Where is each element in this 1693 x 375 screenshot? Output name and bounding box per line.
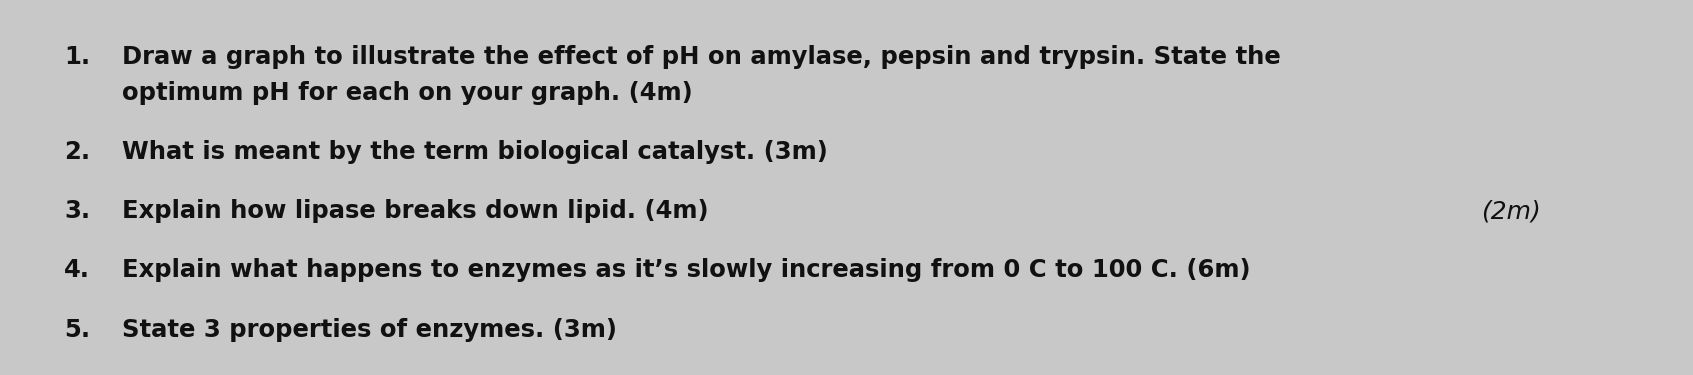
Text: 2.: 2. bbox=[64, 140, 90, 164]
Text: (2m): (2m) bbox=[1481, 199, 1541, 223]
Text: State 3 properties of enzymes. (3m): State 3 properties of enzymes. (3m) bbox=[122, 318, 616, 342]
Text: What is meant by the term biological catalyst. (3m): What is meant by the term biological cat… bbox=[122, 140, 828, 164]
Text: 3.: 3. bbox=[64, 199, 90, 223]
Text: 1.: 1. bbox=[64, 45, 90, 69]
Text: Explain how lipase breaks down lipid. (4m): Explain how lipase breaks down lipid. (4… bbox=[122, 199, 709, 223]
Text: Draw a graph to illustrate the effect of pH on amylase, pepsin and trypsin. Stat: Draw a graph to illustrate the effect of… bbox=[122, 45, 1280, 69]
Text: Explain what happens to enzymes as it’s slowly increasing from 0 C to 100 C. (6m: Explain what happens to enzymes as it’s … bbox=[122, 258, 1251, 282]
Text: 5.: 5. bbox=[64, 318, 90, 342]
Text: optimum pH for each on your graph. (4m): optimum pH for each on your graph. (4m) bbox=[122, 81, 692, 105]
Text: 4.: 4. bbox=[64, 258, 90, 282]
